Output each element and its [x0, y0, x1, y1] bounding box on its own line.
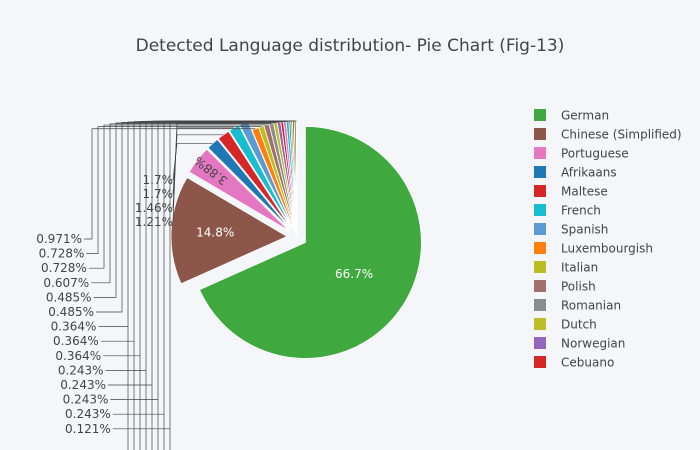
legend-item-german[interactable]: German	[534, 109, 609, 123]
legend-swatch	[534, 185, 546, 197]
legend-swatch	[534, 299, 546, 311]
leader-line	[91, 123, 272, 284]
legend-label: Italian	[561, 261, 598, 275]
legend-item-norwegian[interactable]: Norwegian	[534, 337, 625, 351]
legend-swatch	[534, 318, 546, 330]
slice-label-outside: 0.485%	[46, 290, 92, 304]
slice-label-outside: 0.971%	[36, 232, 82, 246]
pie-slice-chinese-simplified[interactable]	[170, 177, 288, 285]
legend-swatch	[534, 261, 546, 273]
slice-label-outside: 0.607%	[43, 276, 89, 290]
legend-label: Afrikaans	[561, 166, 617, 180]
slice-label-outside: 0.243%	[63, 393, 109, 407]
legend-label: Luxembourgish	[561, 242, 653, 256]
legend-label: Polish	[561, 280, 596, 294]
leader-line	[112, 120, 297, 450]
legend-item-luxembourgish[interactable]: Luxembourgish	[534, 242, 653, 256]
pie-slice-afrikaans[interactable]	[207, 138, 291, 230]
slice-label-outside: 0.121%	[65, 422, 111, 436]
legend-label: Norwegian	[561, 337, 625, 351]
slice-label-outside: 0.485%	[48, 305, 94, 319]
legend-swatch	[534, 166, 546, 178]
slice-label-outside: 0.728%	[39, 247, 85, 261]
legend-swatch	[534, 356, 546, 368]
legend-label: Chinese (Simplified)	[561, 128, 682, 142]
slice-label-inside: 66.7%	[335, 267, 373, 281]
leader-lines-group	[84, 120, 297, 450]
legend: German Chinese (Simplified) Portuguese Afri…	[534, 109, 682, 370]
leader-line	[96, 122, 279, 313]
leader-line	[84, 128, 256, 240]
slices-group	[170, 120, 422, 359]
slice-label-inside: 14.8%	[196, 225, 234, 239]
legend-label: Romanian	[561, 299, 621, 313]
legend-item-cebuano[interactable]: Cebuano	[534, 356, 614, 370]
legend-item-maltese[interactable]: Maltese	[534, 185, 608, 199]
chart-title: Detected Language distribution- Pie Char…	[136, 36, 565, 56]
legend-item-italian[interactable]: Italian	[534, 261, 598, 275]
legend-item-dutch[interactable]: Dutch	[534, 318, 597, 332]
legend-item-portuguese[interactable]: Portuguese	[534, 147, 629, 161]
slice-label-outside: 1.7%	[143, 173, 174, 187]
legend-swatch	[534, 242, 546, 254]
leader-line	[93, 122, 276, 298]
legend-label: French	[561, 204, 601, 218]
slice-label-outside: 0.243%	[58, 363, 104, 377]
leader-line	[88, 124, 267, 269]
slice-label-outside: 0.364%	[53, 334, 99, 348]
legend-item-afrikaans[interactable]: Afrikaans	[534, 166, 617, 180]
slice-label-outside: 1.21%	[135, 215, 173, 229]
legend-item-chinese-simplified[interactable]: Chinese (Simplified)	[534, 128, 682, 142]
legend-item-romanian[interactable]: Romanian	[534, 299, 621, 313]
pie-slice-german[interactable]	[198, 126, 422, 359]
slice-label-outside: 0.728%	[41, 261, 87, 275]
legend-label: Cebuano	[561, 356, 614, 370]
slice-label-outside: 1.46%	[135, 201, 173, 215]
slice-label-outside: 0.364%	[51, 320, 97, 334]
legend-item-spanish[interactable]: Spanish	[534, 223, 608, 237]
legend-item-polish[interactable]: Polish	[534, 280, 596, 294]
pie-slice-portuguese[interactable]	[188, 148, 290, 232]
legend-label: Dutch	[561, 318, 597, 332]
slice-label-outside: 0.243%	[60, 378, 106, 392]
slice-label-outside: 1.7%	[143, 187, 174, 201]
legend-swatch	[534, 147, 546, 159]
legend-swatch	[534, 280, 546, 292]
slice-label-outside: 0.364%	[55, 349, 101, 363]
legend-swatch	[534, 128, 546, 140]
legend-label: Portuguese	[561, 147, 629, 161]
legend-label: Maltese	[561, 185, 608, 199]
legend-label: Spanish	[561, 223, 608, 237]
slice-label-outside: 0.243%	[65, 407, 111, 421]
legend-swatch	[534, 223, 546, 235]
legend-label: German	[561, 109, 609, 123]
legend-swatch	[534, 109, 546, 121]
legend-swatch	[534, 337, 546, 349]
leader-line	[172, 143, 213, 181]
leader-line	[86, 126, 262, 254]
legend-item-french[interactable]: French	[534, 204, 601, 218]
legend-swatch	[534, 204, 546, 216]
